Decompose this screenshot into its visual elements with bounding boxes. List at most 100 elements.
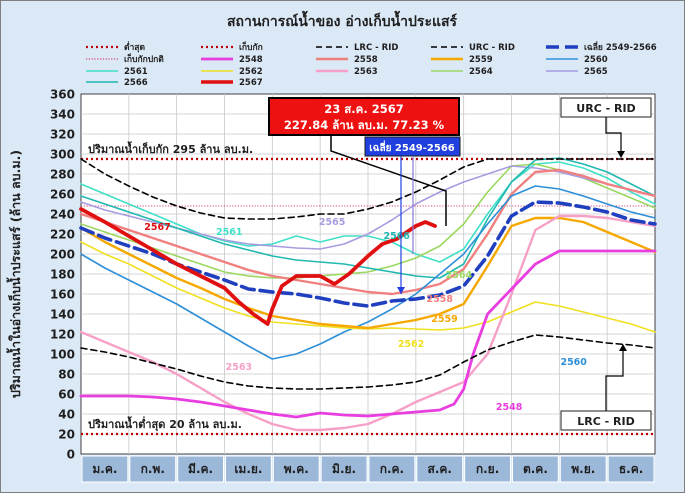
month-band bbox=[416, 455, 464, 483]
lrc-label: LRC - RID bbox=[577, 415, 634, 428]
current-volume: 227.84 ล้าน ลบ.ม. 77.23 % bbox=[284, 118, 445, 132]
x-tick-label: พ.ค. bbox=[284, 462, 309, 476]
month-band bbox=[512, 455, 559, 483]
y-tick-label: 360 bbox=[50, 88, 75, 102]
month-band bbox=[607, 455, 655, 483]
annotation-capacity-label: ปริมาณน้ำเก็บกัก 295 ล้าน ลบ.ม. bbox=[88, 141, 253, 156]
y-tick-label: 180 bbox=[50, 268, 75, 282]
y-tick-label: 320 bbox=[50, 128, 75, 142]
legend-label: 2558 bbox=[354, 55, 378, 65]
series-line-s2548 bbox=[79, 249, 657, 419]
x-tick-label: ต.ค. bbox=[523, 462, 548, 476]
legend-label: 2562 bbox=[239, 67, 263, 77]
y-tick-label: 220 bbox=[50, 228, 75, 242]
legend-label: 2563 bbox=[354, 67, 378, 77]
reference-lines bbox=[81, 157, 655, 436]
y-tick-label: 80 bbox=[58, 368, 75, 382]
month-band bbox=[129, 455, 177, 483]
series-label-s2561: 2561 bbox=[216, 227, 242, 238]
legend-label: URC - RID bbox=[469, 43, 515, 53]
legend-label: 2565 bbox=[584, 67, 608, 77]
series-label-s2562: 2562 bbox=[398, 339, 424, 350]
legend-label: 2559 bbox=[469, 55, 493, 65]
x-tick-label: ก.ค. bbox=[380, 462, 404, 476]
annotations: ปริมาณน้ำเก็บกัก 295 ล้าน ลบ.ม. ปริมาณน้ำ… bbox=[88, 97, 652, 432]
month-band bbox=[559, 455, 607, 483]
x-tick-label: พ.ย. bbox=[571, 462, 595, 476]
legend-label: 2564 bbox=[469, 67, 493, 77]
x-tick-label: ส.ค. bbox=[428, 462, 452, 476]
series-line-s2560 bbox=[80, 185, 656, 360]
annotation-minimum-label: ปริมาณน้ำต่ำสุด 20 ล้าน ลบ.ม. bbox=[88, 416, 242, 432]
series-label-s2566: 2566 bbox=[383, 231, 410, 242]
series-line-s2567 bbox=[79, 207, 437, 326]
current-date: 23 ส.ค. 2567 bbox=[324, 102, 403, 116]
y-tick-label: 340 bbox=[50, 108, 75, 122]
urc-pointer-line bbox=[605, 117, 622, 157]
legend-label: 2548 bbox=[239, 55, 263, 65]
y-tick-label: 160 bbox=[50, 288, 75, 302]
legend-label: 2561 bbox=[124, 67, 148, 77]
current-status-box bbox=[268, 97, 460, 136]
chart-title: สถานการณ์น้ำของ อ่างเก็บน้ำประแสร์ bbox=[227, 10, 458, 30]
y-tick-label: 240 bbox=[50, 208, 75, 222]
series-label-s2565: 2565 bbox=[319, 217, 345, 228]
x-tick-label: มี.ค. bbox=[188, 462, 213, 476]
y-axis-ticks: 0 20 40 60 80 100 120 140 160 180 200 220 240 260 280 3… bbox=[50, 88, 75, 462]
x-tick-label: มิ.ย. bbox=[332, 462, 356, 476]
legend-label: ต่ำสุด bbox=[124, 40, 145, 53]
series-line-s2563 bbox=[79, 214, 657, 432]
month-band bbox=[320, 455, 368, 483]
urc-label: URC - RID bbox=[576, 102, 635, 115]
series-lines bbox=[79, 157, 657, 432]
legend-label: เก็บกัก bbox=[239, 40, 263, 53]
month-band bbox=[81, 455, 129, 483]
legend-label: 2560 bbox=[584, 55, 608, 65]
series-line-s2561 bbox=[80, 161, 656, 263]
month-band bbox=[464, 455, 511, 483]
series-line-s2558 bbox=[79, 168, 657, 296]
chart-legend: ต่ำสุด เก็บกัก LRC - RID URC - RID เฉลี่ย 25… bbox=[86, 40, 657, 88]
legend-label: เก็บกักปกติ bbox=[124, 52, 164, 65]
y-tick-label: 200 bbox=[50, 248, 75, 262]
series-label-s2560: 2560 bbox=[560, 357, 587, 368]
series-label-s2548: 2548 bbox=[496, 402, 523, 413]
average-label: เฉลี่ย 2549-2566 bbox=[369, 140, 455, 154]
month-band bbox=[272, 455, 320, 483]
series-labels: 2567 2566 2564 2561 2560 2563 2562 2559 2558 2548… bbox=[144, 217, 587, 413]
x-tick-label: ธ.ค. bbox=[619, 462, 643, 476]
y-tick-label: 280 bbox=[50, 168, 75, 182]
series-line-s2566 bbox=[80, 157, 656, 279]
month-band bbox=[225, 455, 272, 483]
y-tick-label: 140 bbox=[50, 308, 75, 322]
y-tick-label: 0 bbox=[67, 448, 75, 462]
legend-label: 2566 bbox=[124, 78, 148, 88]
current-pointer-line bbox=[330, 135, 447, 226]
y-tick-label: 120 bbox=[50, 328, 75, 342]
month-band bbox=[368, 455, 416, 483]
x-axis-month-bands: ม.ค. ก.พ. มี.ค. เม.ย. พ.ค. มิ.ย. ก.ค. ส.ค. ก.ย. ต… bbox=[81, 455, 655, 483]
y-tick-label: 300 bbox=[50, 148, 75, 162]
series-line-s2559 bbox=[79, 216, 657, 330]
urc-arrow-head bbox=[617, 151, 625, 158]
lrc-pointer-line bbox=[605, 345, 624, 411]
series-label-s2563: 2563 bbox=[226, 362, 252, 373]
y-axis-label: ปริมาณน้ำในอ่างเก็บน้ำประแสร์ (ล้าน ลบ.ม… bbox=[6, 150, 23, 398]
series-line-urc bbox=[80, 158, 656, 220]
series-label-s2564: 2564 bbox=[446, 270, 473, 281]
x-tick-label: ก.พ. bbox=[141, 462, 165, 476]
legend-label: เฉลี่ย 2549-2566 bbox=[584, 40, 657, 53]
legend-label: 2567 bbox=[239, 78, 263, 88]
average-arrow-head bbox=[397, 287, 405, 294]
series-label-s2558: 2558 bbox=[427, 294, 454, 305]
y-tick-label: 40 bbox=[58, 408, 75, 422]
series-line-lrc bbox=[80, 334, 656, 390]
lrc-arrow-head bbox=[619, 344, 627, 351]
series-label-s2567: 2567 bbox=[144, 222, 170, 233]
y-tick-label: 60 bbox=[58, 388, 75, 402]
y-tick-label: 100 bbox=[50, 348, 75, 362]
x-tick-label: ม.ค. bbox=[92, 462, 117, 476]
x-tick-label: เม.ย. bbox=[234, 462, 262, 476]
